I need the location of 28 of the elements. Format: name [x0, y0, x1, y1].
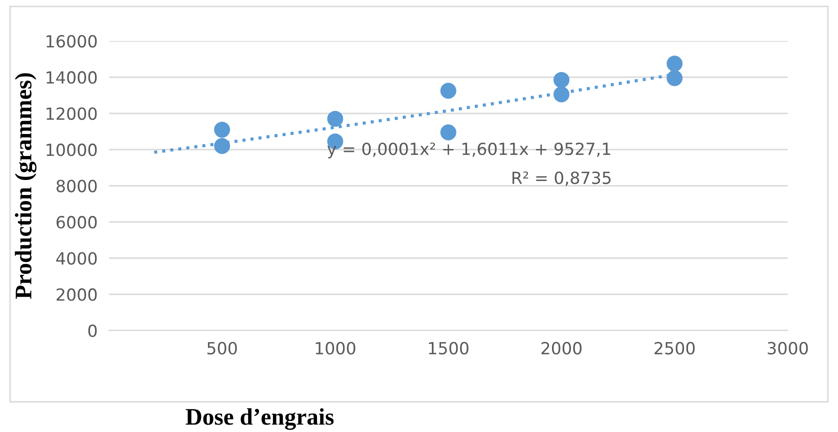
annotation: y = 0,0001x² + 1,6011x + 9527,1: [327, 142, 610, 158]
x-tick-label: 500: [207, 342, 237, 354]
point: [327, 110, 344, 127]
x-tick-label: 1500: [428, 342, 468, 354]
point: [666, 70, 683, 86]
x-axis-title: Dose d’engrais: [186, 408, 334, 430]
y-tick-label: 4000: [56, 252, 97, 265]
point: [553, 72, 570, 88]
point: [553, 86, 570, 102]
point: [440, 82, 456, 99]
y-tick-label: 2000: [56, 288, 97, 301]
y-tick-label: 6000: [56, 216, 97, 229]
y-tick-label: 8000: [56, 180, 97, 192]
x-tick-label: 3000: [768, 342, 808, 354]
x-tick-label: 2000: [541, 342, 582, 354]
point: [214, 138, 230, 154]
x-tick-label: 1000: [316, 342, 356, 354]
point: [214, 122, 230, 138]
annotation: R² = 0,8735: [512, 172, 611, 186]
point: [666, 56, 683, 72]
y-tick-label: 10000: [46, 144, 97, 156]
x-tick-label: 2500: [654, 342, 695, 354]
y-tick-label: 12000: [46, 107, 97, 120]
y-tick-label: 16000: [46, 35, 97, 48]
y-tick-label: 14000: [46, 71, 97, 84]
y-tick-label: 0: [88, 324, 97, 338]
point: [440, 124, 456, 140]
y-axis-title: Production (grammes): [14, 73, 36, 299]
